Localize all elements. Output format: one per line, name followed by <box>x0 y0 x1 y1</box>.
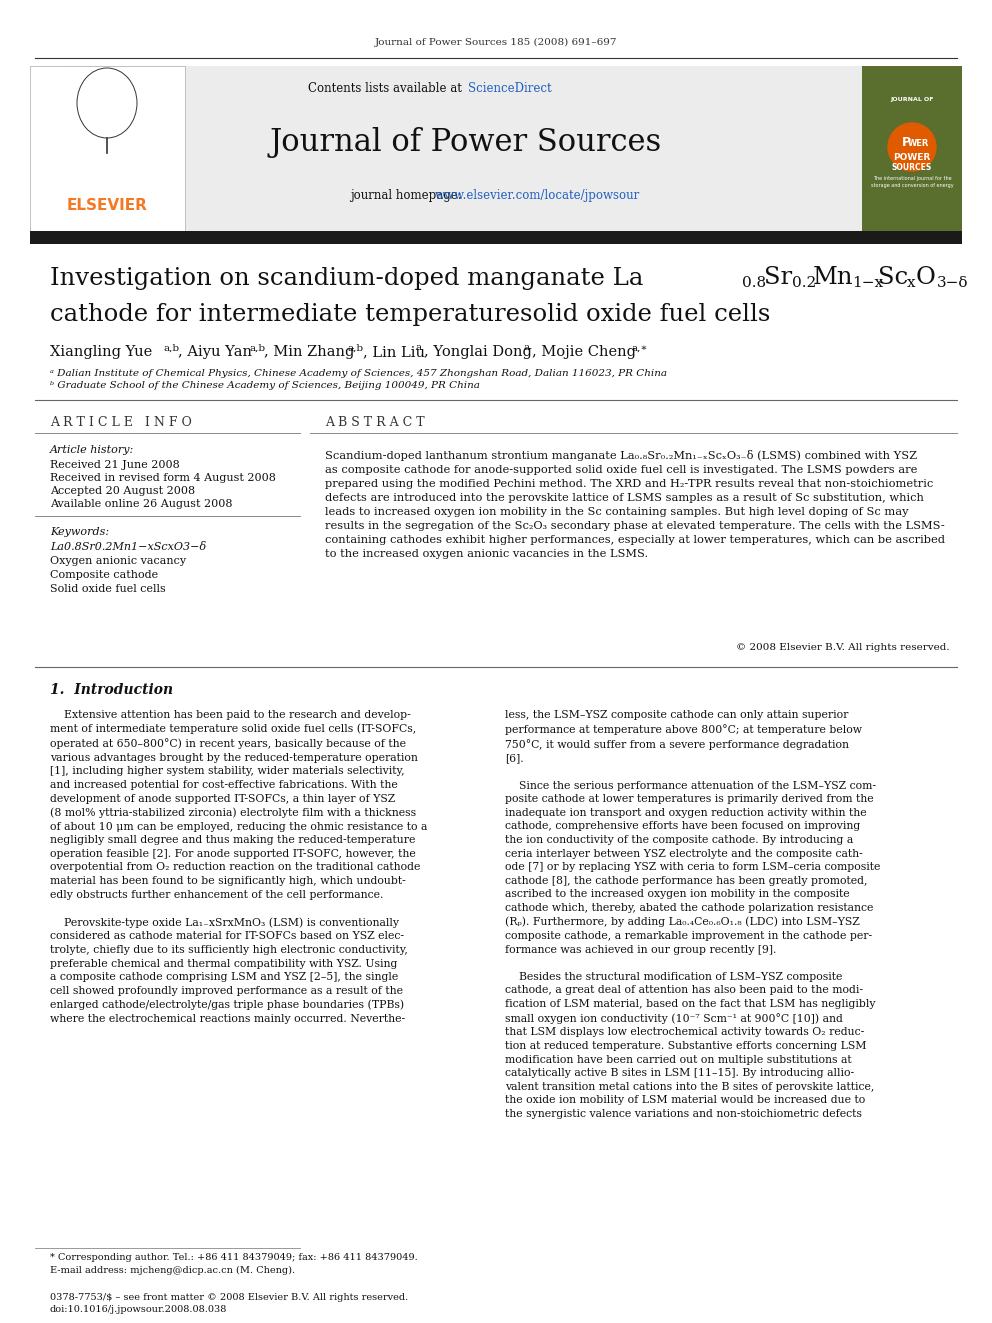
Text: ScienceDirect: ScienceDirect <box>468 82 552 94</box>
Text: 0.2: 0.2 <box>792 277 816 290</box>
Text: Sc: Sc <box>878 266 908 290</box>
Text: JOURNAL OF: JOURNAL OF <box>890 98 933 102</box>
Text: A R T I C L E   I N F O: A R T I C L E I N F O <box>50 415 191 429</box>
Text: www.elsevier.com/locate/jpowsour: www.elsevier.com/locate/jpowsour <box>435 189 640 202</box>
Text: 3−δ: 3−δ <box>937 277 968 290</box>
Text: ᵇ Graduate School of the Chinese Academy of Sciences, Beijing 100049, PR China: ᵇ Graduate School of the Chinese Academy… <box>50 381 480 390</box>
Text: Scandium-doped lanthanum strontium manganate La₀.₈Sr₀.₂Mn₁₋ₓScₓO₃₋δ (LSMS) combi: Scandium-doped lanthanum strontium manga… <box>325 450 945 560</box>
Text: Accepted 20 August 2008: Accepted 20 August 2008 <box>50 486 195 496</box>
Text: Contents lists available at: Contents lists available at <box>309 82 466 94</box>
Text: a,b: a,b <box>348 344 364 352</box>
Text: a,∗: a,∗ <box>632 344 649 352</box>
FancyBboxPatch shape <box>66 66 862 232</box>
Text: Received in revised form 4 August 2008: Received in revised form 4 August 2008 <box>50 474 276 483</box>
Text: a,b: a,b <box>249 344 265 352</box>
Text: Sr: Sr <box>764 266 793 290</box>
Text: Oxygen anionic vacancy: Oxygen anionic vacancy <box>50 556 186 566</box>
Text: La0.8Sr0.2Mn1−xScxO3−δ: La0.8Sr0.2Mn1−xScxO3−δ <box>50 542 206 552</box>
Text: A B S T R A C T: A B S T R A C T <box>325 415 425 429</box>
Text: , Min Zhang: , Min Zhang <box>264 345 354 359</box>
Text: Composite cathode: Composite cathode <box>50 570 158 579</box>
FancyBboxPatch shape <box>30 232 962 243</box>
Text: WER: WER <box>908 139 929 147</box>
Text: ELSEVIER: ELSEVIER <box>66 197 148 213</box>
Text: Received 21 June 2008: Received 21 June 2008 <box>50 460 180 470</box>
Text: Extensive attention has been paid to the research and develop-
ment of intermedi: Extensive attention has been paid to the… <box>50 710 428 1024</box>
Text: Available online 26 August 2008: Available online 26 August 2008 <box>50 499 232 509</box>
Text: P: P <box>902 136 911 149</box>
Text: Xiangling Yue: Xiangling Yue <box>50 345 152 359</box>
Text: Journal of Power Sources 185 (2008) 691–697: Journal of Power Sources 185 (2008) 691–… <box>375 37 617 46</box>
Text: Article history:: Article history: <box>50 445 134 455</box>
Text: , Lin Liu: , Lin Liu <box>363 345 425 359</box>
Text: , Aiyu Yan: , Aiyu Yan <box>178 345 252 359</box>
Text: SOURCES: SOURCES <box>892 164 932 172</box>
Text: © 2008 Elsevier B.V. All rights reserved.: © 2008 Elsevier B.V. All rights reserved… <box>736 643 950 652</box>
Text: E-mail address: mjcheng@dicp.ac.cn (M. Cheng).: E-mail address: mjcheng@dicp.ac.cn (M. C… <box>50 1265 296 1274</box>
Circle shape <box>888 123 936 171</box>
FancyBboxPatch shape <box>862 66 962 232</box>
Text: 1−x: 1−x <box>852 277 883 290</box>
Text: 0378-7753/$ – see front matter © 2008 Elsevier B.V. All rights reserved.: 0378-7753/$ – see front matter © 2008 El… <box>50 1294 409 1303</box>
Text: 1.  Introduction: 1. Introduction <box>50 683 174 697</box>
Text: POWER: POWER <box>894 152 930 161</box>
Text: journal homepage:: journal homepage: <box>350 189 465 202</box>
Text: less, the LSM–YSZ composite cathode can only attain superior
performance at temp: less, the LSM–YSZ composite cathode can … <box>505 710 880 1119</box>
Text: * Corresponding author. Tel.: +86 411 84379049; fax: +86 411 84379049.: * Corresponding author. Tel.: +86 411 84… <box>50 1253 418 1262</box>
Text: cathode for intermediate temperaturesolid oxide fuel cells: cathode for intermediate temperaturesoli… <box>50 303 771 327</box>
Text: The international journal for the
storage and conversion of energy: The international journal for the storag… <box>871 176 953 188</box>
Text: Keywords:: Keywords: <box>50 527 109 537</box>
Text: a: a <box>416 344 423 352</box>
Text: , Mojie Cheng: , Mojie Cheng <box>532 345 636 359</box>
FancyBboxPatch shape <box>30 66 185 232</box>
Text: Investigation on scandium-doped manganate La: Investigation on scandium-doped manganat… <box>50 266 644 290</box>
Text: a: a <box>524 344 530 352</box>
Text: Solid oxide fuel cells: Solid oxide fuel cells <box>50 583 166 594</box>
Text: a,b: a,b <box>163 344 180 352</box>
Text: O: O <box>916 266 935 290</box>
Text: 0.8: 0.8 <box>742 277 766 290</box>
Text: doi:10.1016/j.jpowsour.2008.08.038: doi:10.1016/j.jpowsour.2008.08.038 <box>50 1306 227 1315</box>
Text: , Yonglai Dong: , Yonglai Dong <box>424 345 532 359</box>
Text: Journal of Power Sources: Journal of Power Sources <box>270 127 662 159</box>
Text: x: x <box>907 277 916 290</box>
Text: ᵃ Dalian Institute of Chemical Physics, Chinese Academy of Sciences, 457 Zhongsh: ᵃ Dalian Institute of Chemical Physics, … <box>50 369 667 377</box>
Text: Mn: Mn <box>813 266 853 290</box>
